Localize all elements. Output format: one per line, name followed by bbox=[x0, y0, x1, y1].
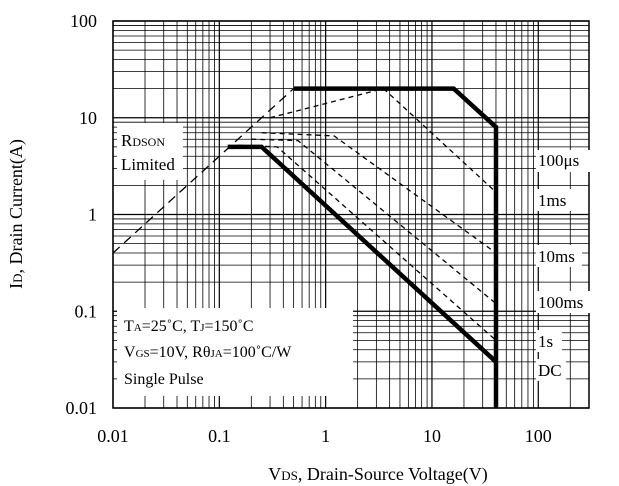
x-tick-label: 0.1 bbox=[208, 426, 231, 446]
conditions-vgs-r: VGS=10V, RθJA=100˚C/W bbox=[124, 344, 292, 361]
conditions-ta-tj: TA=25˚C, TJ=150˚C bbox=[124, 318, 254, 335]
rdson-annotation-bg bbox=[117, 123, 183, 180]
label-100ms-bg bbox=[536, 291, 592, 313]
rdson-label: RDSON bbox=[121, 131, 165, 150]
x-tick-label: 0.01 bbox=[97, 426, 129, 446]
rdson-limited-label: Limited bbox=[121, 155, 175, 174]
label-100us: 100μs bbox=[538, 151, 579, 170]
conditions-single-pulse: Single Pulse bbox=[124, 371, 204, 388]
label-1s: 1s bbox=[538, 332, 553, 351]
series-1ms bbox=[269, 87, 497, 193]
label-10ms: 10ms bbox=[538, 247, 575, 266]
curve-labels: 100μs 1ms 10ms 100ms 1s DC bbox=[536, 150, 592, 381]
label-10ms-bg bbox=[536, 245, 582, 267]
series-dc bbox=[227, 144, 498, 364]
plot-frame bbox=[112, 20, 590, 409]
conditions-annotation: TA=25˚C, TJ=150˚C VGS=10V, RθJA=100˚C/W … bbox=[117, 308, 353, 396]
label-1ms: 1ms bbox=[538, 191, 566, 210]
grid-layer bbox=[112, 20, 590, 409]
y-tick-label: 0.01 bbox=[66, 398, 98, 418]
series-10ms bbox=[261, 132, 497, 254]
y-tick-label: 0.1 bbox=[75, 301, 98, 321]
series-rdson-limited bbox=[112, 88, 295, 254]
x-tick-label: 1 bbox=[321, 426, 330, 446]
label-100us-bg bbox=[536, 150, 592, 172]
y-axis-title: ID, Drain Current(A) bbox=[6, 139, 27, 289]
label-dc: DC bbox=[538, 361, 562, 380]
label-100ms: 100ms bbox=[538, 293, 583, 312]
series-100-s bbox=[293, 86, 499, 408]
label-1ms-bg bbox=[536, 189, 574, 211]
y-tick-label: 10 bbox=[79, 108, 97, 128]
label-dc-bg bbox=[536, 359, 566, 381]
y-tick-label: 1 bbox=[88, 205, 97, 225]
x-axis-title: VDS, Drain-Source Voltage(V) bbox=[268, 464, 487, 485]
series-layer bbox=[112, 86, 499, 408]
x-tick-label: 10 bbox=[423, 426, 441, 446]
label-1s-bg bbox=[536, 330, 562, 352]
conditions-bg bbox=[117, 308, 353, 396]
series-100ms bbox=[251, 138, 497, 305]
x-tick-label: 100 bbox=[525, 426, 552, 446]
y-tick-label: 100 bbox=[70, 11, 97, 31]
tick-label-layer: 0.01 0.1 1 10 100 0.01 0.1 1 10 100 bbox=[66, 11, 552, 446]
rdson-annotation: RDSON Limited bbox=[117, 123, 183, 180]
